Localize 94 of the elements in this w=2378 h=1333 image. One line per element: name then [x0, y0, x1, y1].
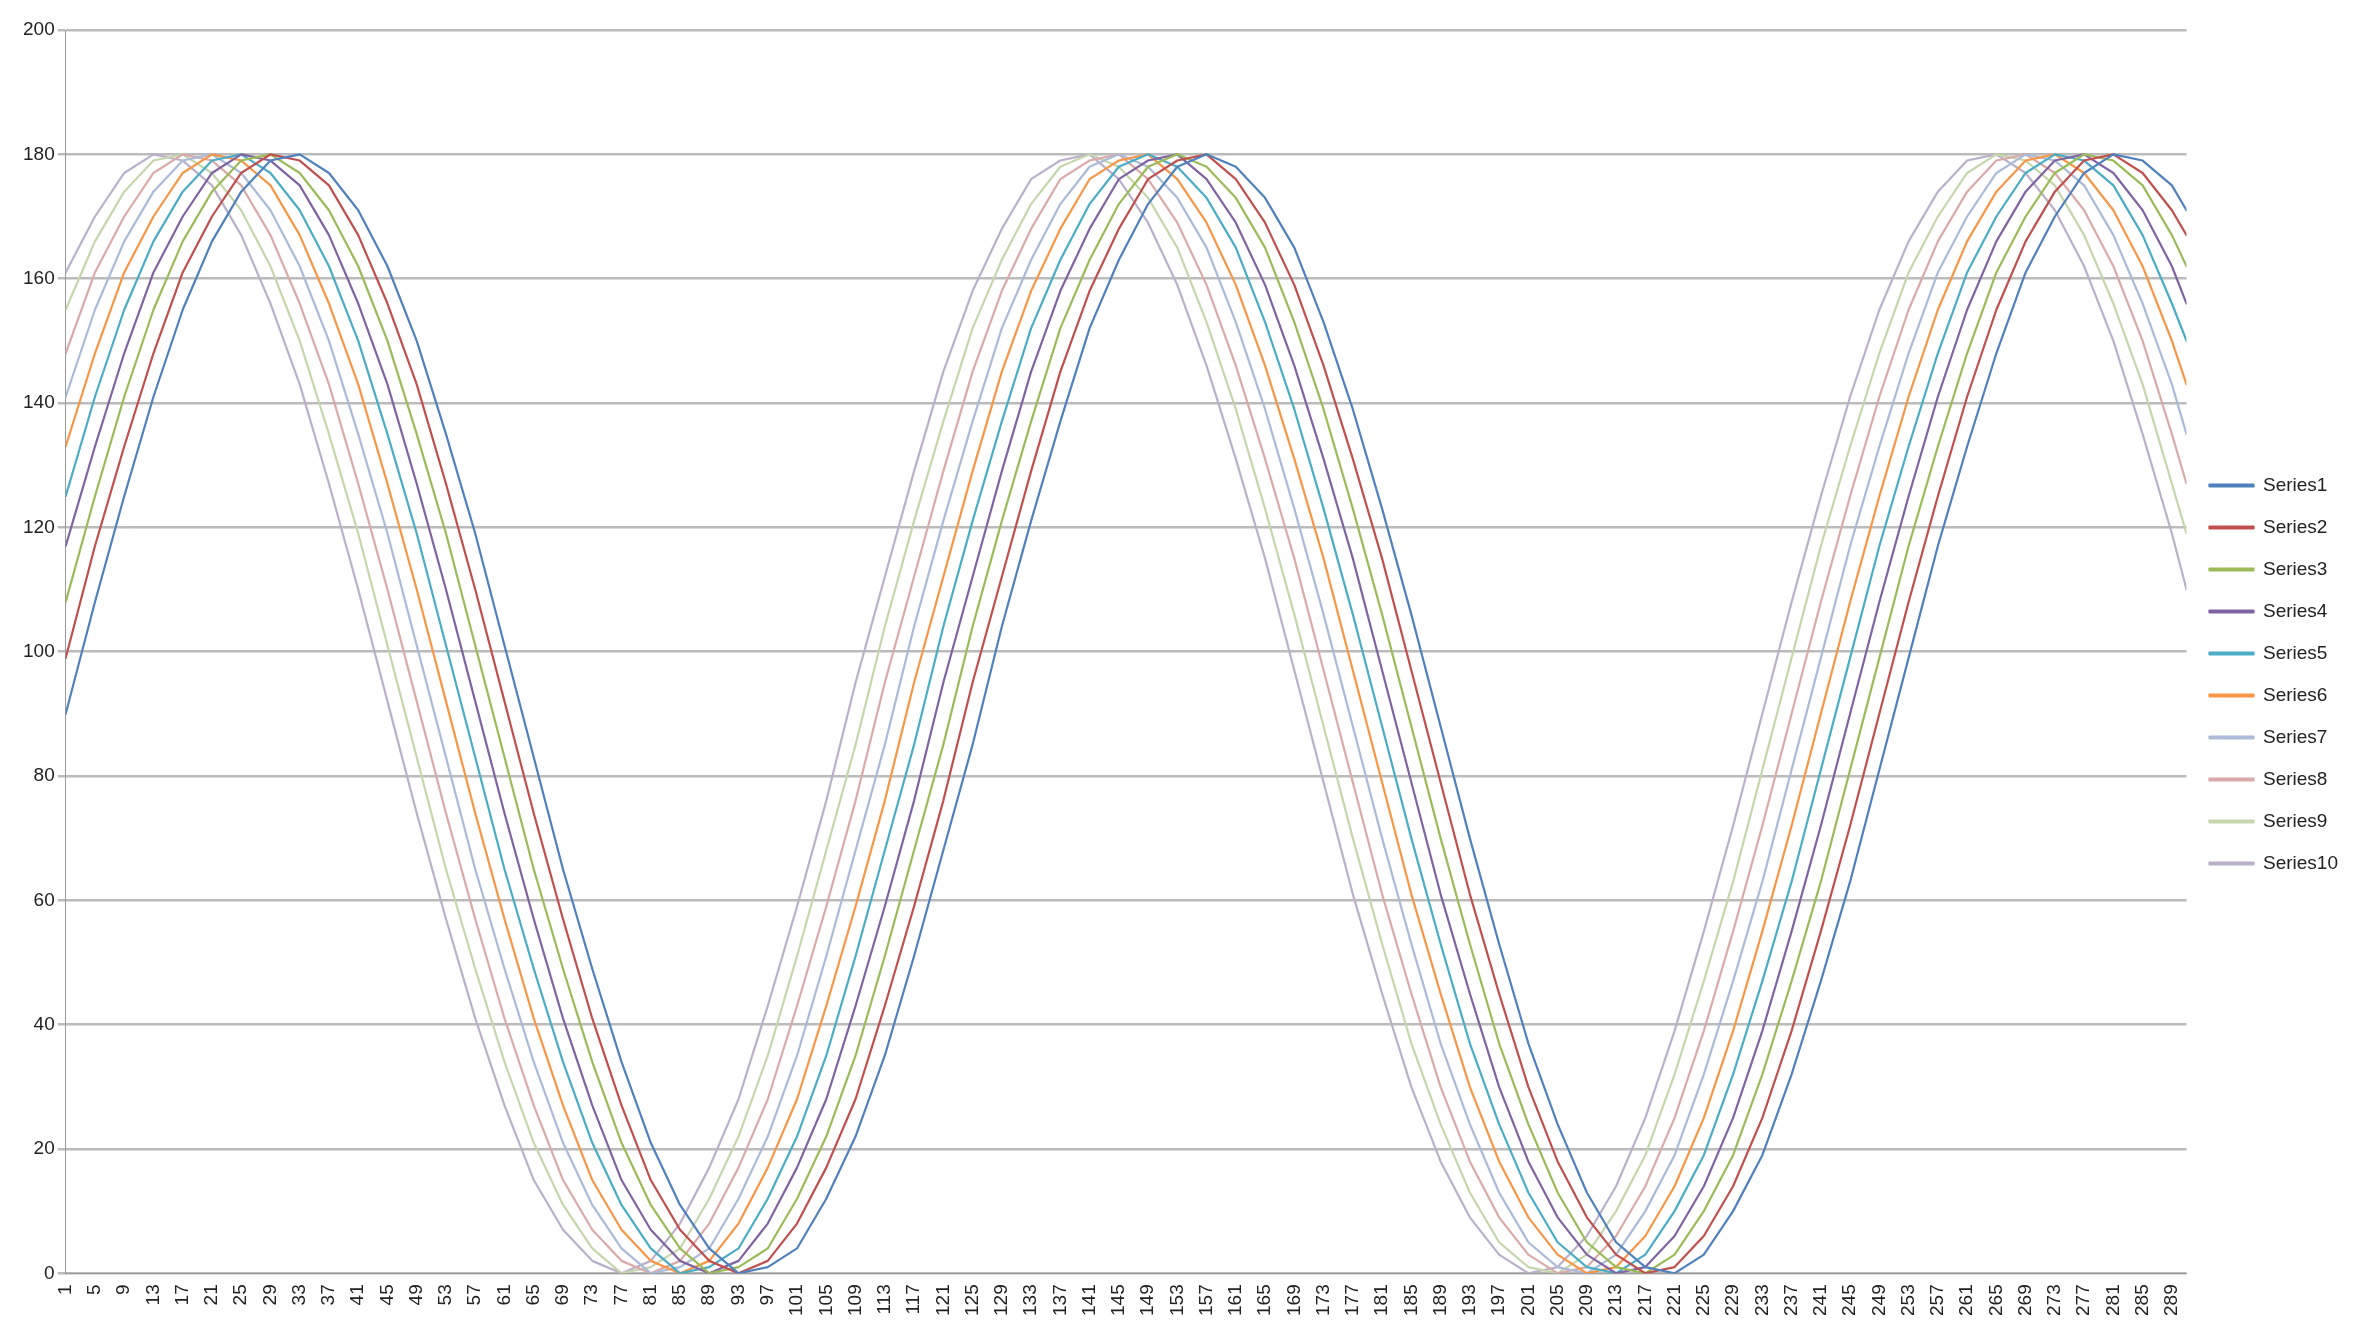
x-tick-label: 249 [1867, 1284, 1889, 1316]
x-tick-label: 281 [2101, 1284, 2123, 1316]
x-tick-label: 157 [1194, 1284, 1216, 1316]
x-tick-label: 33 [287, 1284, 309, 1306]
x-tick-label: 265 [1984, 1284, 2006, 1316]
x-tick-label: 37 [317, 1284, 339, 1306]
x-tick-label: 93 [726, 1284, 748, 1306]
x-tick-label: 41 [346, 1284, 368, 1306]
x-tick-label: 253 [1896, 1284, 1918, 1316]
x-tick-label: 101 [785, 1284, 807, 1316]
x-tick-label: 245 [1838, 1284, 1860, 1316]
x-tick-label: 161 [1224, 1284, 1246, 1316]
x-tick-label: 289 [2160, 1284, 2182, 1316]
x-tick-label: 213 [1604, 1284, 1626, 1316]
legend-label: Series3 [2263, 557, 2328, 579]
x-tick-label: 189 [1428, 1284, 1450, 1316]
x-tick-label: 197 [1487, 1284, 1509, 1316]
x-tick-label: 109 [843, 1284, 865, 1316]
x-tick-label: 205 [1545, 1284, 1567, 1316]
x-tick-label: 21 [200, 1284, 222, 1306]
x-tick-label: 269 [2013, 1284, 2035, 1316]
x-tick-label: 221 [1662, 1284, 1684, 1316]
y-tick-label: 120 [23, 515, 55, 537]
x-tick-label: 25 [229, 1284, 251, 1306]
x-tick-label: 273 [2043, 1284, 2065, 1316]
x-tick-label: 285 [2130, 1284, 2152, 1316]
x-tick-label: 133 [1019, 1284, 1041, 1316]
x-tick-label: 61 [492, 1284, 514, 1306]
x-tick-label: 277 [2072, 1284, 2094, 1316]
x-tick-label: 129 [990, 1284, 1012, 1316]
legend-label: Series2 [2263, 515, 2328, 537]
legend-label: Series5 [2263, 641, 2328, 663]
x-tick-label: 241 [1809, 1284, 1831, 1316]
x-tick-label: 165 [1253, 1284, 1275, 1316]
x-tick-label: 121 [931, 1284, 953, 1316]
y-tick-label: 0 [44, 1261, 55, 1283]
x-tick-label: 225 [1692, 1284, 1714, 1316]
x-tick-label: 17 [170, 1284, 192, 1306]
x-tick-label: 217 [1633, 1284, 1655, 1316]
x-tick-label: 1 [53, 1284, 75, 1295]
x-tick-label: 49 [404, 1284, 426, 1306]
x-tick-label: 69 [551, 1284, 573, 1306]
y-tick-label: 40 [33, 1012, 55, 1034]
x-tick-label: 53 [434, 1284, 456, 1306]
x-tick-label: 185 [1399, 1284, 1421, 1316]
x-tick-label: 173 [1311, 1284, 1333, 1316]
x-tick-label: 81 [638, 1284, 660, 1306]
x-tick-label: 45 [375, 1284, 397, 1306]
y-tick-label: 20 [33, 1137, 55, 1159]
legend-label: Series9 [2263, 809, 2328, 831]
x-tick-label: 141 [1077, 1284, 1099, 1316]
legend-label: Series1 [2263, 473, 2328, 495]
legend-label: Series4 [2263, 599, 2328, 621]
y-tick-label: 160 [23, 266, 55, 288]
x-tick-label: 145 [1107, 1284, 1129, 1316]
y-tick-label: 80 [33, 764, 55, 786]
legend-label: Series7 [2263, 725, 2328, 747]
x-tick-label: 85 [668, 1284, 690, 1306]
y-tick-label: 60 [33, 888, 55, 910]
y-tick-label: 140 [23, 391, 55, 413]
x-tick-label: 229 [1721, 1284, 1743, 1316]
x-tick-label: 233 [1750, 1284, 1772, 1316]
x-tick-label: 237 [1779, 1284, 1801, 1316]
x-tick-label: 89 [697, 1284, 719, 1306]
x-tick-label: 125 [960, 1284, 982, 1316]
y-tick-label: 200 [23, 18, 55, 40]
legend-label: Series8 [2263, 767, 2328, 789]
y-tick-label: 100 [23, 639, 55, 661]
x-tick-label: 193 [1458, 1284, 1480, 1316]
x-tick-label: 105 [814, 1284, 836, 1316]
legend-label: Series10 [2263, 851, 2339, 873]
x-tick-label: 77 [609, 1284, 631, 1306]
x-tick-label: 73 [580, 1284, 602, 1306]
x-tick-label: 261 [1955, 1284, 1977, 1316]
x-tick-label: 257 [1926, 1284, 1948, 1316]
x-tick-label: 169 [1282, 1284, 1304, 1316]
x-tick-label: 9 [112, 1284, 134, 1295]
x-tick-label: 29 [258, 1284, 280, 1306]
x-tick-label: 181 [1370, 1284, 1392, 1316]
x-tick-label: 117 [902, 1284, 924, 1315]
x-tick-label: 5 [83, 1284, 105, 1295]
y-tick-label: 180 [23, 142, 55, 164]
x-tick-label: 137 [1048, 1284, 1070, 1316]
x-tick-label: 149 [1136, 1284, 1158, 1316]
x-tick-label: 113 [873, 1284, 895, 1315]
x-tick-label: 177 [1341, 1284, 1363, 1316]
legend-label: Series6 [2263, 683, 2328, 705]
x-tick-label: 153 [1165, 1284, 1187, 1316]
x-tick-label: 97 [756, 1284, 777, 1306]
x-tick-label: 65 [521, 1284, 543, 1306]
x-tick-label: 13 [141, 1284, 163, 1306]
x-tick-label: 57 [463, 1284, 485, 1306]
x-tick-label: 209 [1575, 1284, 1597, 1316]
x-tick-label: 201 [1516, 1284, 1538, 1316]
